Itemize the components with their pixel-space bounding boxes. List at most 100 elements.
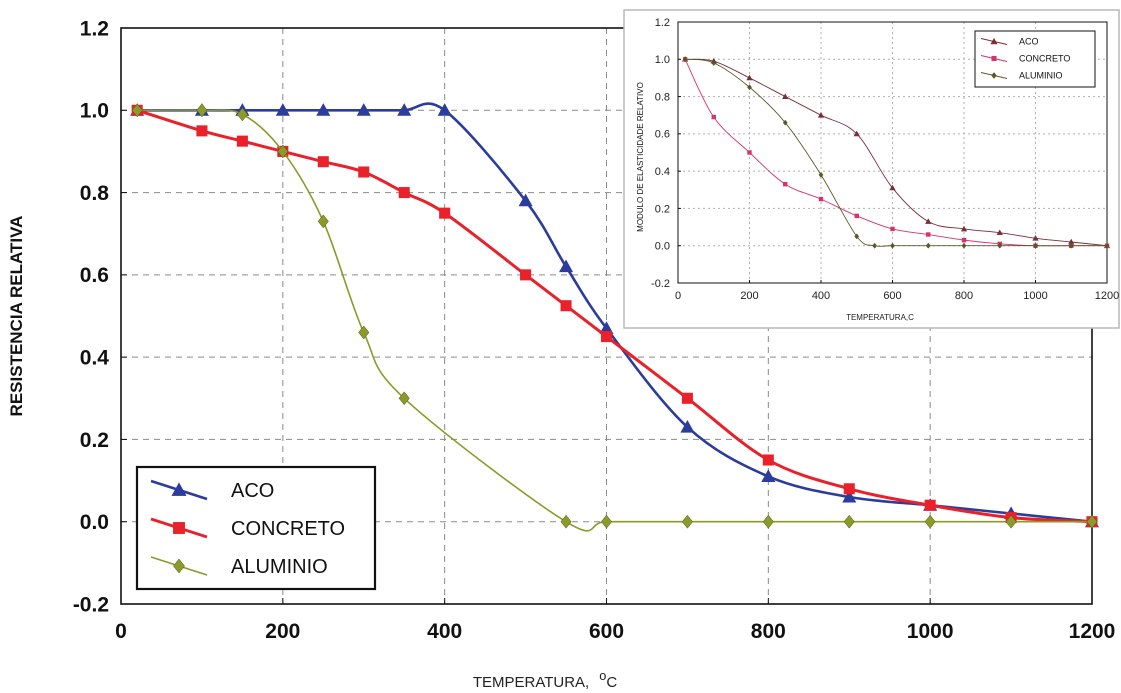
legend-label: CONCRETO <box>231 518 345 540</box>
inset-point-aluminio <box>925 242 931 249</box>
inset-y-tick-label: -0.2 <box>651 278 670 290</box>
point-aluminio <box>317 214 329 229</box>
x-tick-label: 1200 <box>1069 620 1116 643</box>
inset-x-tick-label: 200 <box>740 290 758 302</box>
point-concreto <box>560 300 572 312</box>
inset-point-aluminio <box>711 60 717 67</box>
point-aluminio <box>600 514 613 529</box>
inset-point-aluminio <box>997 242 1003 249</box>
inset-point-concreto <box>818 196 824 202</box>
point-concreto <box>439 207 451 219</box>
inset-point-aluminio <box>682 56 688 63</box>
inset-x-tick-label: 0 <box>675 290 681 302</box>
point-aluminio <box>560 514 572 529</box>
inset-legend-item-aluminio: ALUMINIO <box>980 71 1063 81</box>
y-tick-label: 1.0 <box>80 100 109 123</box>
inset-legend: ACO CONCRETO ALUMINIO <box>974 30 1096 88</box>
inset-point-aluminio <box>854 233 860 240</box>
inset-point-concreto <box>890 226 895 232</box>
x-tick-label: 1000 <box>907 620 954 643</box>
inset-legend-label: ACO <box>1019 37 1039 47</box>
point-concreto <box>196 125 208 137</box>
point-aco <box>518 193 533 207</box>
point-aco <box>680 419 695 433</box>
legend-marker <box>173 558 185 574</box>
point-aluminio <box>762 514 774 529</box>
inset-point-concreto <box>854 213 859 219</box>
x-tick-label: 200 <box>265 620 300 643</box>
y-tick-label: 0.8 <box>80 182 110 205</box>
legend-label: ALUMINIO <box>231 556 328 578</box>
inset-point-aco <box>996 229 1003 236</box>
point-concreto <box>600 331 613 343</box>
x-axis-label: TEMPERATURA, oC <box>473 668 618 691</box>
legend-item-aco: ACO <box>150 479 274 502</box>
inset-point-aluminio <box>961 242 967 249</box>
x-tick-label: 400 <box>427 620 462 643</box>
inset-y-tick-label: 0.4 <box>655 166 670 178</box>
inset-series-aluminio <box>682 56 1110 249</box>
inset-point-aco <box>782 93 789 99</box>
point-aco <box>275 103 290 116</box>
inset-point-aco <box>960 225 968 232</box>
x-axis-unit-degree: o <box>599 668 606 683</box>
point-aco <box>316 103 331 116</box>
inset-point-aluminio <box>1033 242 1038 249</box>
point-aluminio <box>358 325 370 340</box>
x-axis-unit: C <box>606 674 617 691</box>
y-axis-label: RESISTENCIA RELATIVA <box>7 216 26 417</box>
inset-point-concreto <box>783 181 788 187</box>
inset-x-axis-label: TEMPERATURA,C <box>846 313 914 322</box>
inset-grid <box>678 22 1107 283</box>
inset-chart: 0 200 400 600 800 1000 1200 -0.2 0.0 0.2 0.4 0.6 0.8… <box>623 9 1120 329</box>
point-concreto <box>236 135 248 147</box>
inset-y-axis-label: MODULO DE ELASTICIDADE RELATIVO <box>636 82 645 232</box>
legend: ACO CONCRETO ALUMINIO <box>135 465 377 591</box>
inset-y-tick-label: 1.0 <box>655 54 670 66</box>
point-concreto <box>843 483 855 495</box>
point-concreto <box>358 166 370 178</box>
x-tick-label: 600 <box>589 620 624 643</box>
inset-y-tick-label: 0.8 <box>655 91 670 103</box>
series-aluminio <box>131 103 1098 532</box>
inset-legend-marker <box>991 55 997 62</box>
inset-y-tick-label: 0.0 <box>655 241 670 253</box>
point-aco <box>559 259 574 273</box>
inset-x-tick-label: 800 <box>955 290 973 302</box>
inset-point-concreto <box>711 114 716 120</box>
inset-legend-marker <box>991 72 997 79</box>
legend-marker <box>173 522 185 534</box>
inset-point-concreto <box>926 232 931 237</box>
point-concreto <box>762 454 774 466</box>
inset-legend-item-aco: ACO <box>980 37 1039 47</box>
point-concreto <box>520 269 532 281</box>
point-concreto <box>924 499 936 511</box>
point-aluminio <box>843 514 855 529</box>
inset-legend-label: ALUMINIO <box>1019 71 1063 81</box>
inset-point-aco <box>746 74 753 81</box>
inset-point-aco <box>853 130 860 137</box>
point-aco <box>437 103 452 116</box>
inset-point-aco <box>925 218 932 224</box>
point-aluminio <box>131 103 143 118</box>
x-tick-label: 800 <box>751 620 786 643</box>
point-aluminio <box>196 103 208 118</box>
inset-point-aluminio <box>818 171 824 178</box>
y-tick-label: 0.4 <box>80 346 110 369</box>
point-aluminio <box>1005 514 1017 529</box>
point-aluminio <box>236 107 248 122</box>
series-line-aluminio <box>137 109 1092 532</box>
y-tick-label: 0.0 <box>80 511 109 534</box>
inset-point-aco <box>817 111 825 118</box>
inset-point-aco <box>889 184 896 191</box>
inset-x-tick-label: 600 <box>883 290 901 302</box>
legend-marker <box>171 482 187 496</box>
legend-item-concreto: CONCRETO <box>150 517 345 540</box>
point-aluminio <box>398 391 410 406</box>
point-aluminio <box>681 514 693 529</box>
inset-point-aluminio <box>782 119 788 126</box>
inset-point-aluminio <box>747 84 752 91</box>
inset-point-concreto <box>961 237 967 243</box>
